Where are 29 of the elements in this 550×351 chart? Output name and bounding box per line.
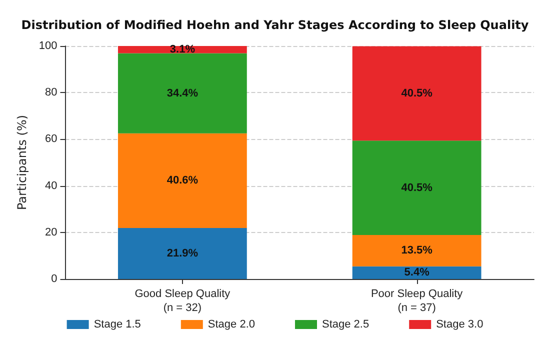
y-axis-title: Participants (%) <box>15 114 29 210</box>
y-tick-label: 80 <box>45 86 58 99</box>
legend-label: Stage 1.5 <box>94 318 141 330</box>
data-label: 40.6% <box>166 174 198 187</box>
y-tick-label: 0 <box>51 273 58 285</box>
chart-title: Distribution of Modified Hoehn and Yahr Stages According to Sleep Quality <box>21 18 529 32</box>
y-tick-label: 40 <box>45 180 58 192</box>
bar <box>352 140 482 235</box>
bar <box>352 234 482 266</box>
data-label: 13.5% <box>401 244 433 257</box>
legend-label: Stage 2.0 <box>208 318 255 330</box>
bar <box>118 133 247 228</box>
data-label: 21.9% <box>166 247 198 260</box>
bar <box>118 228 247 279</box>
x-tick-label: Poor Sleep Quality (n = 37) <box>370 288 464 314</box>
bar <box>352 46 482 141</box>
data-label: 5.4% <box>404 266 430 279</box>
data-label: 40.5% <box>401 87 433 100</box>
bar <box>352 266 482 279</box>
legend-label: Stage 2.5 <box>322 318 370 330</box>
data-label: 34.4% <box>166 87 198 100</box>
x-tick-label: Good Sleep Quality (n = 32) <box>134 288 231 314</box>
legend-label: Stage 3.0 <box>436 318 484 330</box>
bar <box>118 53 247 134</box>
data-label: 3.1% <box>170 44 196 56</box>
data-label: 40.5% <box>401 182 433 194</box>
y-tick-label: 100 <box>38 40 58 52</box>
y-tick-label: 20 <box>45 226 58 238</box>
y-tick-label: 60 <box>45 133 58 146</box>
